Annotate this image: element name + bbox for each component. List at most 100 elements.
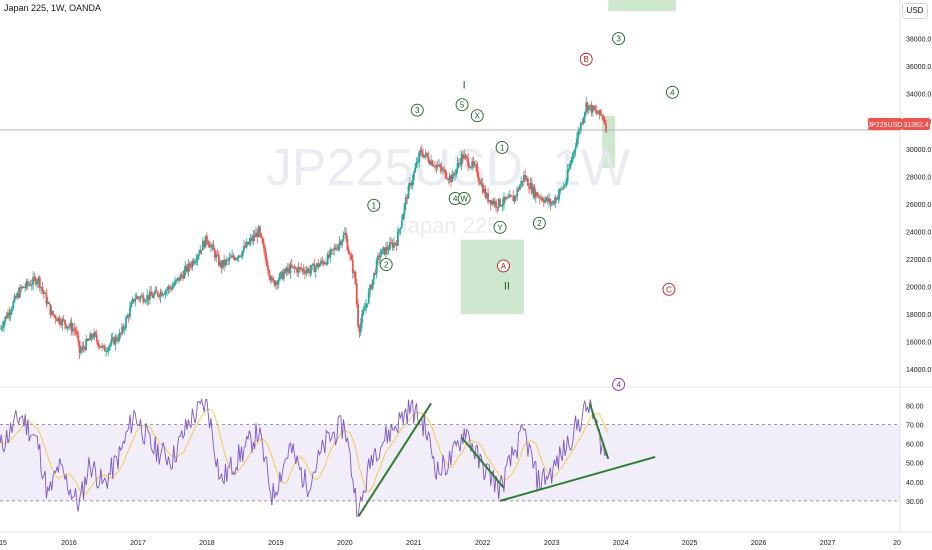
candle-body bbox=[187, 263, 190, 272]
candle-body bbox=[536, 192, 539, 197]
candle-body bbox=[103, 346, 106, 352]
candle-body bbox=[20, 287, 23, 288]
candle-body bbox=[24, 287, 27, 289]
candle-body bbox=[186, 266, 188, 272]
candle-body bbox=[334, 247, 337, 250]
candle-body bbox=[343, 232, 346, 235]
candle-body bbox=[293, 266, 296, 269]
wave-label: 2 bbox=[537, 219, 542, 228]
candle-body bbox=[90, 334, 93, 338]
candle-body bbox=[126, 315, 129, 319]
candle-body bbox=[406, 197, 409, 199]
wave-label: 1 bbox=[372, 201, 377, 210]
candle-body bbox=[309, 270, 312, 274]
watermark-name: Japan 225 bbox=[397, 213, 500, 238]
rsi-trendline bbox=[499, 455, 656, 502]
candle-body bbox=[461, 153, 464, 159]
candle-body bbox=[512, 196, 515, 202]
candle-body bbox=[593, 105, 596, 110]
candle-body bbox=[558, 189, 561, 195]
candle-body bbox=[30, 284, 33, 286]
candle-body bbox=[355, 283, 358, 304]
candle-body bbox=[407, 185, 410, 199]
candle-body bbox=[386, 246, 389, 250]
candle-body bbox=[269, 276, 272, 281]
candle-body bbox=[541, 197, 544, 201]
candle-body bbox=[491, 200, 493, 205]
candle-body bbox=[399, 227, 402, 230]
candle-body bbox=[562, 185, 565, 189]
candle-body bbox=[135, 296, 138, 299]
candle-body bbox=[204, 235, 207, 248]
candle-body bbox=[341, 240, 344, 245]
currency-button[interactable]: USD bbox=[902, 3, 928, 19]
candle-body bbox=[513, 195, 516, 202]
candle-body bbox=[511, 196, 513, 197]
candle-body bbox=[76, 331, 78, 335]
candle-body bbox=[479, 180, 482, 185]
candle-body bbox=[586, 102, 589, 111]
candle-body bbox=[312, 263, 314, 266]
candle-body bbox=[200, 249, 203, 251]
time-tick-label: 15 bbox=[0, 540, 7, 547]
candle-body bbox=[125, 318, 127, 328]
candle-body bbox=[298, 267, 301, 269]
candle-body bbox=[194, 261, 196, 264]
candle-body bbox=[557, 194, 560, 200]
candle-body bbox=[142, 295, 145, 302]
candle-body bbox=[310, 265, 313, 271]
candle-body bbox=[504, 196, 507, 200]
candle-body bbox=[38, 277, 41, 288]
candle-body bbox=[489, 200, 492, 205]
candle-body bbox=[280, 271, 283, 274]
candle-body bbox=[330, 249, 333, 251]
candle-body bbox=[16, 293, 19, 298]
candle-body bbox=[141, 295, 143, 297]
candle-body bbox=[175, 279, 178, 281]
candle-body bbox=[162, 294, 165, 296]
candle-body bbox=[544, 199, 546, 203]
candle-body bbox=[495, 201, 497, 208]
candle-body bbox=[477, 176, 480, 181]
candle-body bbox=[354, 271, 357, 284]
candle-body bbox=[471, 161, 474, 168]
wave-label: 4 bbox=[453, 194, 458, 203]
candle-body bbox=[216, 254, 219, 256]
candle-body bbox=[569, 163, 572, 169]
candle-body bbox=[464, 155, 467, 157]
candle-body bbox=[424, 152, 427, 156]
candle-body bbox=[121, 326, 123, 334]
candle-body bbox=[133, 298, 135, 302]
price-tick-label: 14000.0 bbox=[906, 367, 931, 374]
candle-body bbox=[56, 319, 58, 322]
candle-body bbox=[361, 314, 363, 324]
price-tag-symbol: JP225USD bbox=[868, 122, 903, 129]
candle-body bbox=[412, 172, 415, 181]
price-tick-label: 16000.0 bbox=[906, 340, 931, 347]
candle-body bbox=[434, 166, 436, 168]
candle-body bbox=[17, 293, 20, 298]
candle-body bbox=[463, 155, 466, 159]
candle-body bbox=[41, 287, 44, 291]
candle-body bbox=[534, 192, 537, 198]
candle-body bbox=[324, 263, 326, 265]
candle-body bbox=[402, 213, 405, 221]
candle-body bbox=[58, 317, 61, 324]
candle-body bbox=[70, 322, 73, 332]
candle-body bbox=[228, 257, 231, 261]
candle-body bbox=[202, 241, 204, 251]
candle-body bbox=[300, 267, 302, 270]
candle-body bbox=[87, 340, 90, 341]
candle-body bbox=[493, 201, 496, 205]
candle-body bbox=[367, 291, 370, 304]
candle-body bbox=[306, 268, 309, 271]
candle-body bbox=[21, 286, 24, 288]
candle-body bbox=[602, 116, 605, 120]
candle-body bbox=[394, 242, 397, 244]
candle-body bbox=[245, 241, 248, 248]
candle-body bbox=[537, 196, 540, 198]
candle-body bbox=[288, 267, 291, 273]
candle-body bbox=[390, 242, 393, 244]
